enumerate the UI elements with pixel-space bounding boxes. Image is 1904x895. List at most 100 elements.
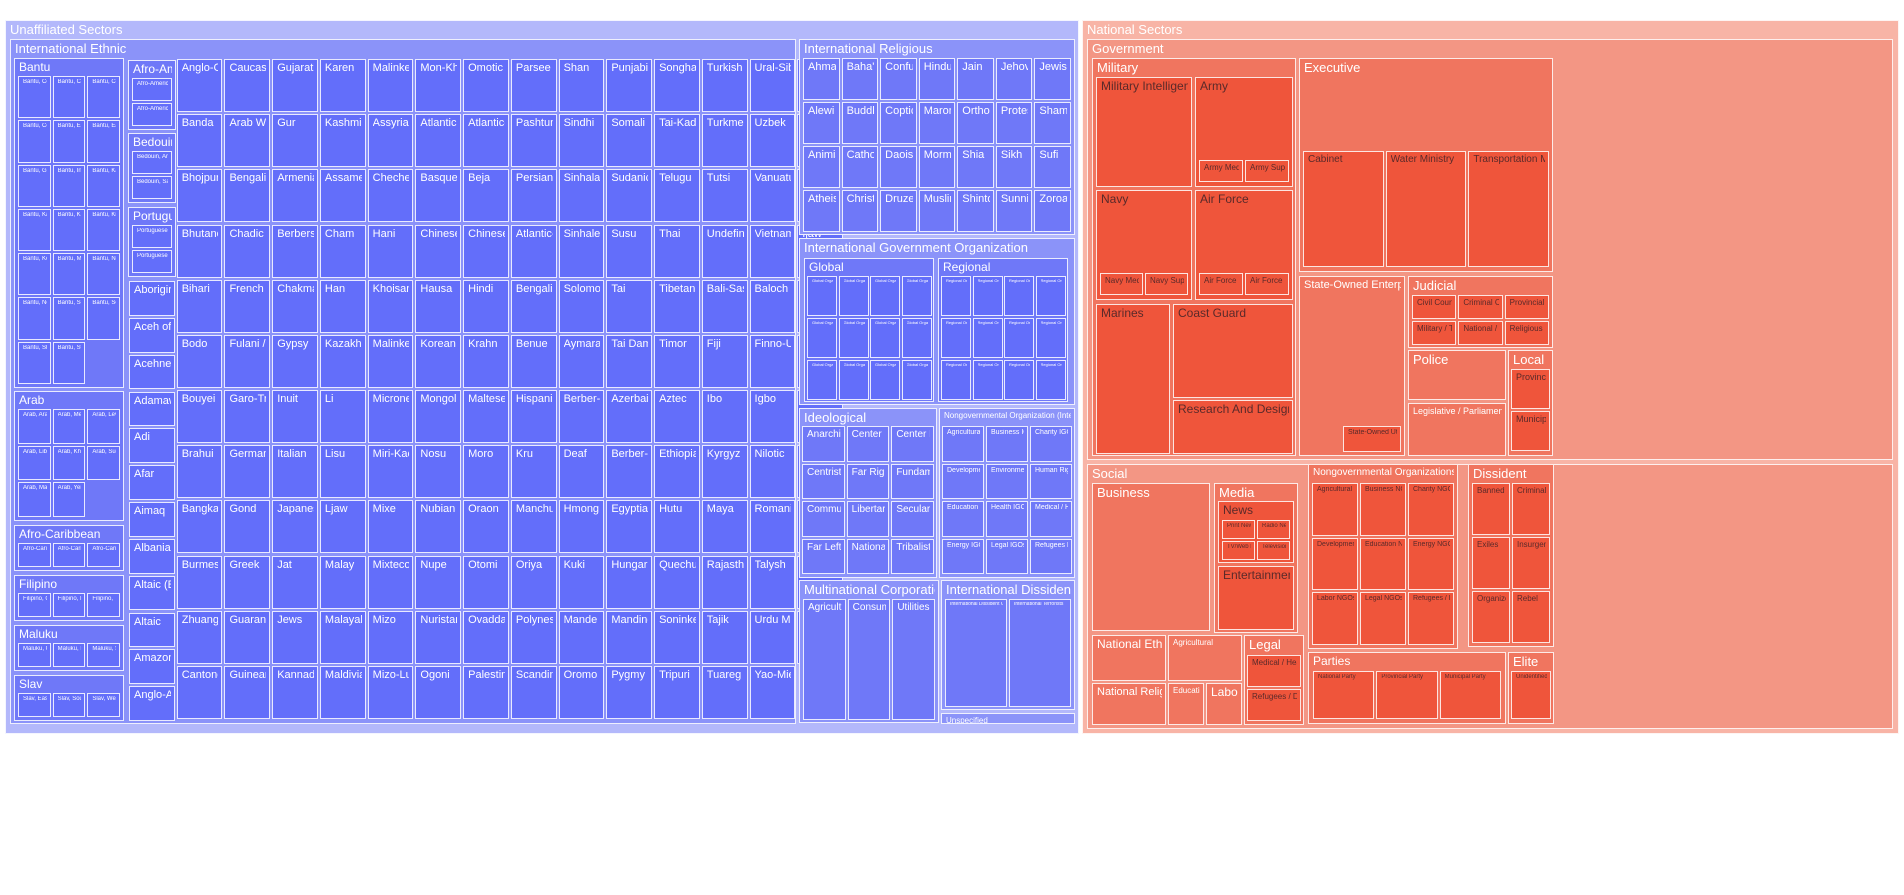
treemap-tile-garo-tripuri[interactable]: Garo-Tripuri: [224, 390, 271, 444]
treemap-tile-bantu-sotho-tswana[interactable]: Bantu, Sotho-Tswana: [52, 297, 86, 340]
treemap-tile-regional-organizations[interactable]: Regional Organizations: [1004, 360, 1034, 400]
treemap-tile-bantu-central-western[interactable]: Bantu, Central-Western: [18, 120, 51, 163]
treemap-tile-development-ngos[interactable]: Development NGOs: [1312, 537, 1358, 591]
treemap-tile-yao-mien[interactable]: Yao-Mien: [749, 665, 796, 719]
treemap-tile-regional-organizations[interactable]: Regional Organizations: [972, 276, 1003, 316]
treemap-tile-provincial-party[interactable]: Provincial Party: [1376, 671, 1438, 719]
treemap-tile-bantu-shona[interactable]: Bantu, Shona: [18, 341, 51, 384]
treemap-tile-tv-web-news[interactable]: TV/Web News: [1222, 541, 1255, 560]
treemap-tile-charity-igos[interactable]: Charity IGOs: [1030, 426, 1072, 462]
treemap-tile-global-organizations[interactable]: Global Organizations: [838, 360, 869, 400]
treemap-tile-afro-caribbean-hispanophone[interactable]: Afro-Caribbean, Hispanophone: [52, 543, 86, 567]
treemap-tile-talysh[interactable]: Talysh: [749, 555, 796, 609]
treemap-tile-bantu-swahili[interactable]: Bantu, Swahili: [52, 341, 86, 384]
treemap-tile-zhuang[interactable]: Zhuang: [176, 610, 223, 664]
treemap-tile-adamawa-ubangi[interactable]: Adamawa-Ubangi: [129, 391, 175, 427]
treemap-tile-pygmy[interactable]: Pygmy: [606, 665, 653, 719]
treemap-tile-undefined[interactable]: Undefined: [701, 224, 748, 278]
treemap-tile-tai[interactable]: Tai: [606, 279, 653, 333]
treemap-tile-azerbaijani[interactable]: Azerbaijani: [606, 390, 653, 444]
treemap-tile-afro-american-northern[interactable]: Afro-American, Northern: [132, 103, 172, 126]
treemap-tile-guarani[interactable]: Guarani: [224, 610, 271, 664]
treemap-tile-vanuatu[interactable]: Vanuatu: [749, 169, 796, 223]
treemap-tile-national-ethnic[interactable]: National Ethnic: [1092, 635, 1166, 681]
treemap-tile-tuareg[interactable]: Tuareg: [701, 665, 748, 719]
treemap-tile-malayali[interactable]: Malayali: [319, 610, 366, 664]
treemap-tile-ogoni[interactable]: Ogoni: [415, 665, 462, 719]
treemap-tile-navy-support[interactable]: Navy Support: [1145, 273, 1188, 295]
treemap-tile-centrist[interactable]: Centrist: [802, 463, 845, 499]
treemap-tile-bantu-central-northern[interactable]: Bantu, Central-Northern: [52, 76, 86, 119]
treemap-tile-quechua[interactable]: Quechua: [654, 555, 700, 609]
treemap-tile-municipal[interactable]: Municipal: [1511, 411, 1550, 451]
treemap-tile-bengali-of-bahmanistan[interactable]: Bengali of Bahmanistan: [224, 169, 271, 223]
treemap-tile-cantonese-peoples[interactable]: Cantonese Peoples: [176, 665, 223, 719]
treemap-tile-mon-khmer[interactable]: Mon-Khmer: [415, 59, 462, 113]
treemap-tile-aborigine[interactable]: Aborigine: [129, 281, 175, 316]
treemap-tile-malinke-bambara[interactable]: Malinke-Bambara: [367, 334, 414, 388]
treemap-tile-daoist[interactable]: Daoist: [880, 146, 917, 188]
treemap-tile-bantu-central-southern[interactable]: Bantu, Central-Southern: [87, 76, 120, 119]
treemap-tile-maltese[interactable]: Maltese: [463, 390, 509, 444]
treemap-tile-mormon[interactable]: Mormon: [918, 146, 956, 188]
treemap-tile-arab-khaleeji[interactable]: Arab, Khaleeji: [52, 445, 86, 481]
treemap-tile-nilotic[interactable]: Nilotic: [749, 445, 796, 499]
treemap-tile-unidentified-forces[interactable]: Unidentified Forces: [1511, 671, 1551, 719]
treemap-tile-atheist[interactable]: Atheist: [803, 190, 840, 232]
treemap-tile-regional-organizations[interactable]: Regional Organizations: [972, 360, 1003, 400]
treemap-tile-business-igos[interactable]: Business IGOs: [986, 426, 1028, 462]
treemap-tile-global-organizations[interactable]: Global Organizations: [807, 276, 837, 316]
treemap-tile-chakma[interactable]: Chakma: [272, 279, 318, 333]
treemap-tile-bihari[interactable]: Bihari: [176, 279, 223, 333]
treemap-tile-mixe[interactable]: Mixe: [367, 500, 414, 554]
treemap-tile-afro-caribbean-francophone[interactable]: Afro-Caribbean, Francophone: [87, 543, 120, 567]
treemap-tile-kuki[interactable]: Kuki: [558, 555, 605, 609]
treemap-tile-center-left[interactable]: Center Left: [846, 426, 890, 462]
treemap-tile-regional-organizations[interactable]: Regional Organizations: [941, 318, 971, 358]
treemap-tile-karen[interactable]: Karen: [319, 59, 366, 113]
treemap-tile-assamese[interactable]: Assamese: [319, 169, 366, 223]
treemap-tile-national-religious[interactable]: National Religious: [1092, 683, 1166, 725]
treemap-tile-rebel[interactable]: Rebel: [1512, 591, 1550, 643]
treemap-tile-regional-organizations[interactable]: Regional Organizations: [1035, 318, 1066, 358]
treemap-tile-research-and-design-wings[interactable]: Research And Design Wings: [1173, 400, 1293, 454]
treemap-tile-turkish[interactable]: Turkish: [701, 59, 748, 113]
treemap-tile-global-organizations[interactable]: Global Organizations: [807, 360, 837, 400]
treemap-tile-bengali[interactable]: Bengali: [510, 279, 557, 333]
treemap-tile-communist[interactable]: Communist: [802, 501, 845, 537]
treemap-tile-criminals-gangs[interactable]: Criminals / Gangs: [1512, 483, 1550, 535]
treemap-tile-pashtun[interactable]: Pashtun: [510, 114, 557, 168]
treemap-tile-maronite[interactable]: Maronite: [918, 102, 956, 144]
treemap-tile-atlantic[interactable]: Atlantic: [415, 114, 462, 168]
treemap-tile-ovaddai-fur[interactable]: Ovaddai-Fur: [463, 610, 509, 664]
treemap-tile-vietnamese[interactable]: Vietnamese: [749, 224, 796, 278]
treemap-tile-japanese[interactable]: Japanese: [272, 500, 318, 554]
treemap-tile-maluku-central[interactable]: Maluku, Central: [18, 643, 51, 667]
treemap-tile-hungarian[interactable]: Hungarian: [606, 555, 653, 609]
treemap-tile-scandinavian[interactable]: Scandinavian: [510, 665, 557, 719]
treemap-tile-civil-court[interactable]: Civil Court: [1412, 295, 1457, 319]
treemap-tile-muslim[interactable]: Muslim: [918, 190, 956, 232]
treemap-tile-exiles[interactable]: Exiles: [1472, 537, 1510, 589]
treemap-tile-education[interactable]: Education: [1168, 683, 1204, 725]
treemap-tile-bali-sasak[interactable]: Bali-Sasak: [701, 279, 748, 333]
treemap-tile-aimaq[interactable]: Aimaq: [129, 502, 175, 537]
treemap-tile-somali[interactable]: Somali: [606, 114, 653, 168]
treemap-tile-punjabi[interactable]: Punjabi: [606, 59, 653, 113]
treemap-tile-arab-mesopotamian[interactable]: Arab, Mesopotamian: [52, 409, 86, 444]
treemap-tile-sunni[interactable]: Sunni: [995, 190, 1033, 232]
treemap-tile-tibetan[interactable]: Tibetan: [654, 279, 700, 333]
treemap-tile-hmong[interactable]: Hmong: [558, 500, 605, 554]
treemap-tile-business[interactable]: Business: [1092, 483, 1210, 631]
treemap-tile-maldivian[interactable]: Maldivian: [319, 665, 366, 719]
treemap-tile-consumer-goods-mncs[interactable]: Consumer Goods MNCs: [847, 599, 891, 720]
treemap-tile-atlantic-jola[interactable]: Atlantic-Jola: [463, 114, 509, 168]
treemap-tile-refugees-displaced-ngos[interactable]: Refugees / Displaced NGOs: [1408, 592, 1454, 645]
treemap-tile-deaf[interactable]: Deaf: [558, 445, 605, 499]
treemap-tile-international-terrorists[interactable]: International Terrorists: [1009, 599, 1071, 707]
treemap-tile-agricultural-ngos[interactable]: Agricultural NGOs: [1312, 483, 1358, 536]
treemap-tile-fulani-fulbe[interactable]: Fulani / Fulbe: [224, 334, 271, 388]
treemap-tile-basque[interactable]: Basque: [415, 169, 462, 223]
treemap-tile-arab-world[interactable]: Arab World: [224, 114, 271, 168]
treemap-tile-tripuri[interactable]: Tripuri: [654, 665, 700, 719]
